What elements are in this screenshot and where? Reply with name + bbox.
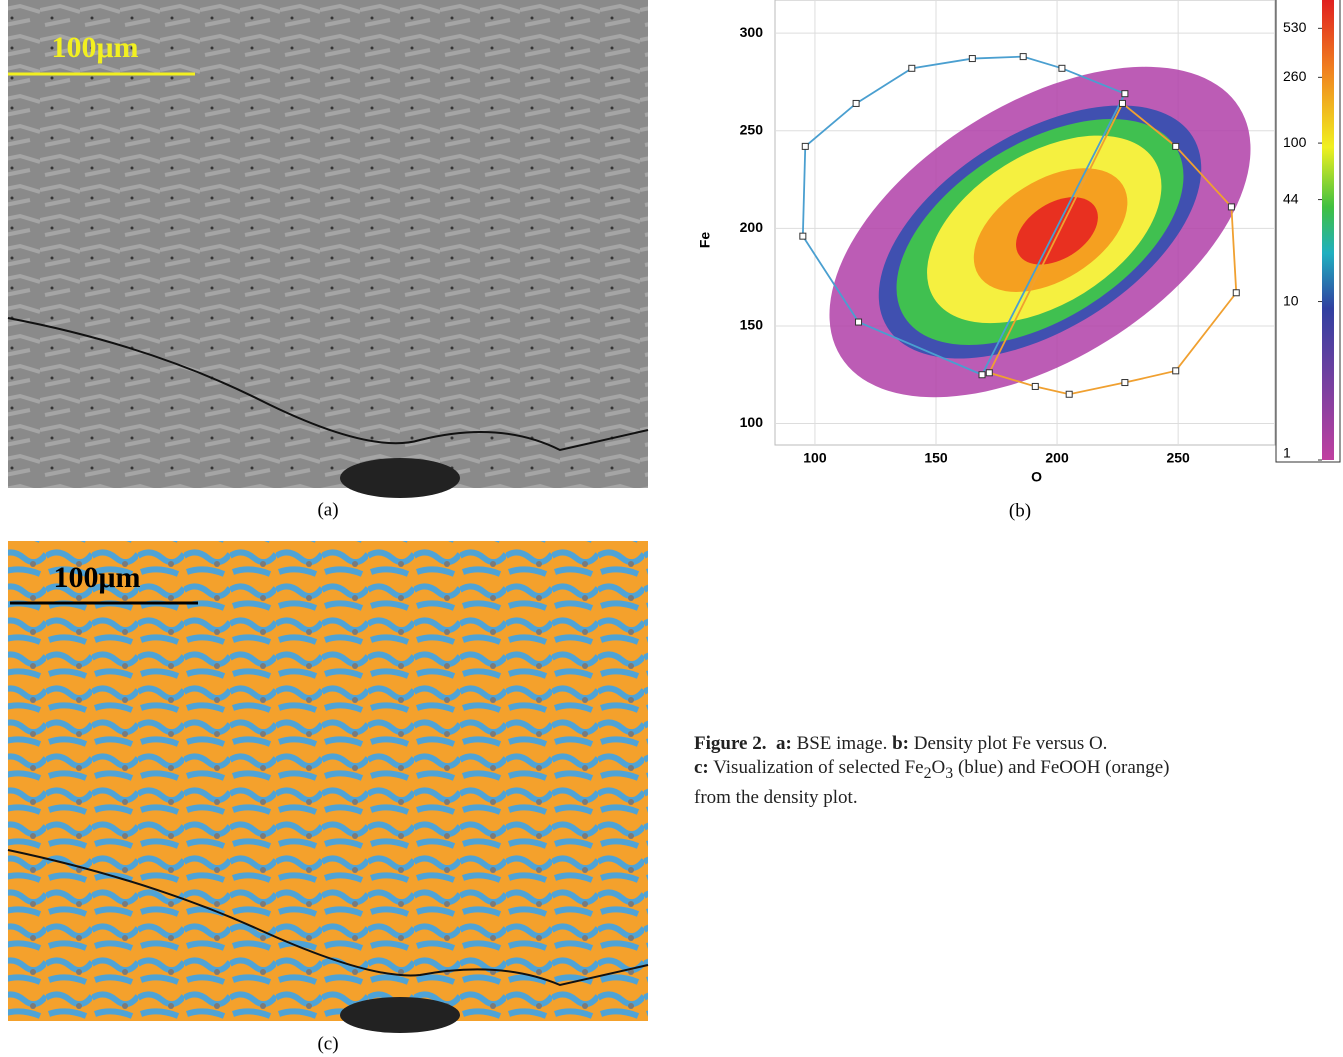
polygon-vertex xyxy=(856,319,862,325)
subscript: 2 xyxy=(924,765,932,782)
phase-map xyxy=(8,541,648,1021)
caption-key: a: xyxy=(776,733,792,754)
polygon-vertex xyxy=(1173,368,1179,374)
colorbar-tick-label: 1 xyxy=(1283,445,1291,461)
y-tick-label: 150 xyxy=(740,317,764,333)
colorbar-tick-label: 100 xyxy=(1283,134,1307,150)
colorbar-tick-label: 10 xyxy=(1283,292,1299,308)
polygon-vertex xyxy=(1122,91,1128,97)
colorbar-tick-label: 44 xyxy=(1283,190,1299,206)
x-tick-label: 250 xyxy=(1166,450,1190,466)
x-axis-label: O xyxy=(1031,469,1042,485)
caption-text: (blue) and FeOOH (orange) xyxy=(958,757,1170,778)
y-tick-label: 200 xyxy=(740,219,764,235)
caption-key: c: xyxy=(694,757,709,778)
x-tick-label: 150 xyxy=(924,450,948,466)
polygon-vertex xyxy=(1020,54,1026,60)
polygon-vertex xyxy=(1233,290,1239,296)
y-tick-label: 100 xyxy=(740,414,764,430)
dark-region xyxy=(340,997,460,1033)
polygon-vertex xyxy=(1059,65,1065,71)
polygon-vertex xyxy=(1122,380,1128,386)
caption-text: Visualization of selected Fe xyxy=(713,757,923,778)
x-tick-label: 200 xyxy=(1045,450,1069,466)
caption-text: from the density plot. xyxy=(694,787,858,808)
y-tick-label: 300 xyxy=(740,24,764,40)
panel-caption: (c) xyxy=(317,1033,338,1054)
polygon-vertex xyxy=(1032,383,1038,389)
polygon-vertex xyxy=(800,233,806,239)
dark-region xyxy=(340,458,460,498)
panel-caption: (a) xyxy=(317,499,338,520)
polygon-vertex xyxy=(909,65,915,71)
caption-text: O xyxy=(932,757,946,778)
caption-text: Density plot Fe versus O. xyxy=(914,733,1108,754)
polygon-vertex xyxy=(1173,143,1179,149)
colorbar-tick-label: 260 xyxy=(1283,68,1307,84)
figure: 100μm (a) 100μm (c) (b) 100 150 200 250 100 1… xyxy=(0,0,1343,1057)
caption-text: BSE image. xyxy=(797,733,888,754)
polygon-vertex xyxy=(969,56,975,62)
colorbar-tick-label: 530 xyxy=(1283,19,1307,35)
caption-key: b: xyxy=(892,733,909,754)
scale-label: 100μm xyxy=(52,31,139,64)
polygon-vertex xyxy=(986,370,992,376)
page: 100μm (a) 100μm (c) (b) 100 150 200 250 100 1… xyxy=(0,0,1343,1057)
subscript: 3 xyxy=(945,765,953,782)
x-tick-label: 100 xyxy=(803,450,827,466)
polygon-vertex xyxy=(853,100,859,106)
y-axis-label: Fe xyxy=(697,232,713,249)
colorbar xyxy=(1322,0,1334,460)
polygon-vertex xyxy=(1066,391,1072,397)
polygon-vertex xyxy=(979,372,985,378)
polygon-vertex xyxy=(1228,204,1234,210)
panel-caption: (b) xyxy=(1009,500,1031,521)
scale-label: 100μm xyxy=(54,561,141,594)
polygon-vertex xyxy=(802,143,808,149)
y-tick-label: 250 xyxy=(740,121,764,137)
figure-caption: Figure 2. a: BSE image. b: Density plot … xyxy=(694,732,1334,810)
caption-label: Figure 2. xyxy=(694,733,766,754)
polygon-vertex xyxy=(1119,100,1125,106)
